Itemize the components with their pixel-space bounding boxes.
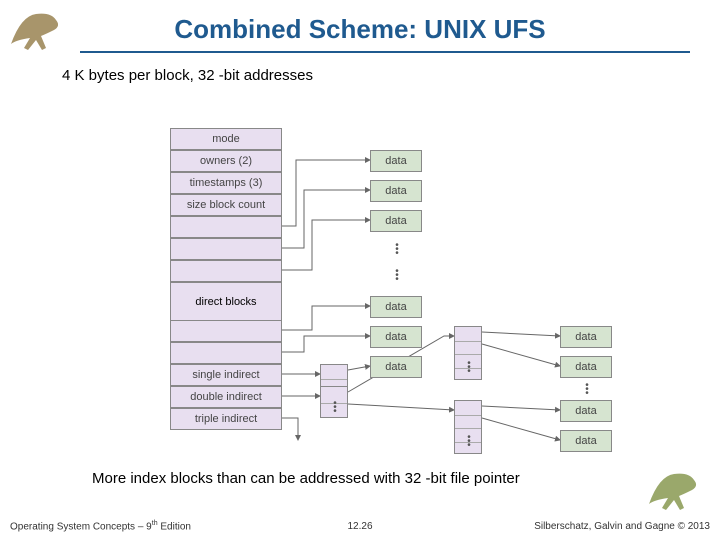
data-block-9: data <box>560 430 612 452</box>
inode-row-2: timestamps (3) <box>170 172 282 194</box>
connector-6 <box>348 366 370 370</box>
inode-row-12: triple indirect <box>170 408 282 430</box>
ellipsis-dots-5: ••• <box>464 436 474 448</box>
data-block-2: data <box>370 210 422 232</box>
inode-row-10: single indirect <box>170 364 282 386</box>
data-block-6: data <box>560 326 612 348</box>
connector-14 <box>482 418 560 440</box>
ellipsis-dots-2: ••• <box>582 384 592 396</box>
ellipsis-dots-3: ••• <box>330 402 340 414</box>
connector-8 <box>282 418 298 440</box>
ufs-diagram <box>0 0 720 540</box>
ellipsis-dots-0: ••• <box>392 244 402 256</box>
connector-4 <box>282 336 370 352</box>
footer-copyright: Silberschatz, Galvin and Gagne © 2013 <box>534 521 710 532</box>
data-block-5: data <box>370 356 422 378</box>
connector-12 <box>348 404 454 410</box>
footer-left: Operating System Concepts – 9th Edition <box>10 520 191 532</box>
inode-row-1: owners (2) <box>170 150 282 172</box>
connector-2 <box>282 220 370 270</box>
connector-13 <box>482 406 560 410</box>
ellipsis-dots-1: ••• <box>392 270 402 282</box>
inode-row-0: mode <box>170 128 282 150</box>
data-block-8: data <box>560 400 612 422</box>
connector-11 <box>482 344 560 366</box>
inode-row-5 <box>170 238 282 260</box>
connector-1 <box>282 190 370 248</box>
inode-row-8 <box>170 320 282 342</box>
inode-row-4 <box>170 216 282 238</box>
data-block-0: data <box>370 150 422 172</box>
connector-3 <box>282 306 370 330</box>
inode-row-6 <box>170 260 282 282</box>
data-block-1: data <box>370 180 422 202</box>
inode-row-3: size block count <box>170 194 282 216</box>
footer-page-number: 12.26 <box>347 521 372 532</box>
data-block-4: data <box>370 326 422 348</box>
data-block-7: data <box>560 356 612 378</box>
ellipsis-dots-4: ••• <box>464 362 474 374</box>
connector-0 <box>282 160 370 226</box>
data-block-3: data <box>370 296 422 318</box>
connector-10 <box>482 332 560 336</box>
inode-row-11: double indirect <box>170 386 282 408</box>
inode-row-7: direct blocks <box>170 282 282 322</box>
inode-row-9 <box>170 342 282 364</box>
